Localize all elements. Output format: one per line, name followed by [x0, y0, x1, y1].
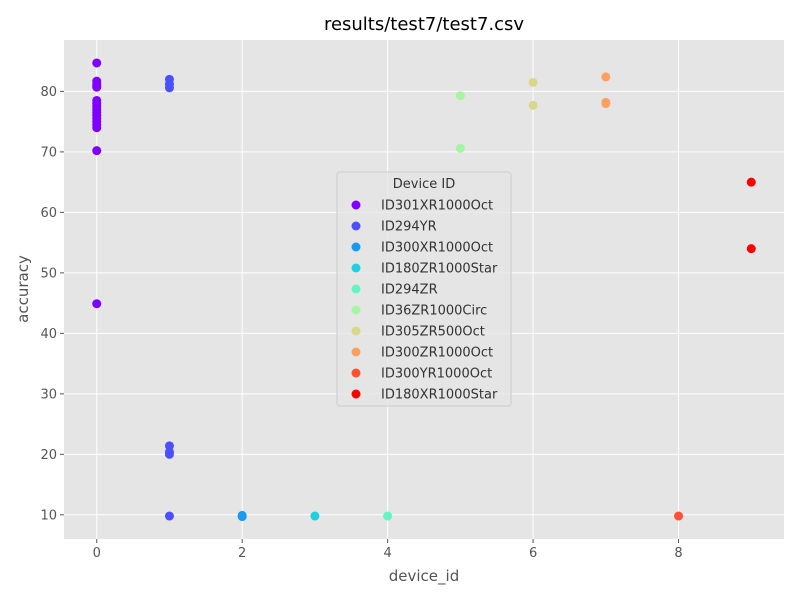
y-tick-label: 20	[40, 448, 57, 463]
legend-marker	[351, 347, 361, 357]
legend-label: ID305ZR500Oct	[381, 325, 485, 340]
scatter-point	[92, 58, 102, 68]
scatter-point	[528, 77, 538, 87]
x-axis-label: device_id	[389, 567, 459, 586]
scatter-point	[237, 512, 247, 522]
legend-marker	[351, 200, 361, 210]
y-tick-label: 60	[40, 206, 57, 221]
legend-marker	[351, 389, 361, 399]
legend-label: ID300XR1000Oct	[381, 241, 493, 256]
scatter-point	[601, 99, 611, 109]
legend-marker	[351, 284, 361, 294]
scatter-point	[746, 177, 756, 187]
scatter-point	[746, 244, 756, 254]
x-tick-label: 4	[383, 546, 391, 561]
legend-label: ID300YR1000Oct	[381, 367, 492, 382]
y-tick-labels: 10 20 30 40 50 60 70 80	[40, 85, 64, 523]
legend-marker	[351, 242, 361, 252]
scatter-point	[455, 91, 465, 101]
y-tick-label: 80	[40, 85, 57, 100]
y-tick-label: 30	[40, 387, 57, 402]
y-tick-label: 70	[40, 145, 57, 160]
legend-items: ID301XR1000Oct ID294YR ID300XR1000Oct ID180…	[351, 199, 498, 403]
legend-label: ID36ZR1000Circ	[381, 304, 487, 319]
scatter-point	[164, 449, 174, 459]
legend-title: Device ID	[393, 177, 455, 192]
legend-marker	[351, 263, 361, 273]
legend-label: ID180ZR1000Star	[381, 262, 498, 277]
chart-title: results/test7/test7.csv	[324, 14, 524, 35]
legend-label: ID301XR1000Oct	[381, 199, 493, 214]
scatter-point	[164, 511, 174, 521]
y-tick-label: 10	[40, 508, 57, 523]
legend-label: ID294ZR	[381, 283, 438, 298]
y-axis-label: accuracy	[14, 255, 32, 323]
scatter-point	[92, 146, 102, 156]
scatter-point	[92, 123, 102, 133]
scatter-point	[674, 511, 684, 521]
scatter-point	[92, 81, 102, 91]
y-tick-label: 40	[40, 327, 57, 342]
scatter-point	[601, 72, 611, 82]
x-tick-label: 0	[93, 546, 101, 561]
legend: Device ID ID301XR1000Oct ID294YR ID300XR10…	[336, 171, 512, 407]
data-points	[92, 58, 756, 522]
x-tick-label: 6	[529, 546, 537, 561]
x-tick-label: 8	[674, 546, 682, 561]
legend-box	[336, 171, 512, 407]
legend-marker	[351, 326, 361, 336]
x-tick-labels: 0 2 4 6 8	[93, 539, 683, 561]
legend-marker	[351, 368, 361, 378]
scatter-point	[383, 511, 393, 521]
legend-label: ID300ZR1000Oct	[381, 346, 493, 361]
y-tick-label: 50	[40, 266, 57, 281]
legend-label: ID294YR	[381, 220, 437, 235]
scatter-point	[455, 143, 465, 153]
legend-marker	[351, 221, 361, 231]
scatter-point	[164, 83, 174, 93]
x-tick-label: 2	[238, 546, 246, 561]
scatter-point	[310, 511, 320, 521]
legend-label: ID180XR1000Star	[381, 388, 498, 403]
legend-marker	[351, 305, 361, 315]
scatter-point	[528, 100, 538, 110]
scatter-point	[92, 299, 102, 309]
